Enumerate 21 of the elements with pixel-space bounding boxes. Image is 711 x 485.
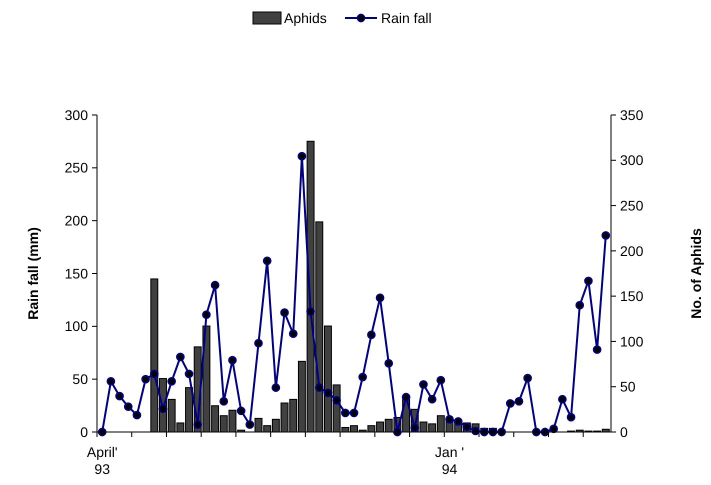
y2-tick-label: 100 — [620, 333, 644, 350]
y-tick-label: 150 — [64, 265, 88, 282]
x-tick-label: Jan ' 94 — [434, 444, 464, 477]
legend-label: Rain fall — [381, 10, 432, 26]
x-tick-label: April' 93 — [86, 444, 118, 477]
y-tick-label: 200 — [64, 212, 88, 229]
y2-tick-label: 350 — [620, 106, 644, 123]
y2-tick-label: 50 — [620, 378, 636, 395]
y2-tick-label: 250 — [620, 197, 644, 214]
y2-tick-label: 200 — [620, 242, 644, 259]
y2-tick-label: 150 — [620, 288, 644, 304]
y-tick-label: 100 — [64, 318, 88, 334]
legend-label: Aphids — [284, 10, 327, 26]
y2-axis-title: No. of Aphids — [688, 228, 704, 319]
y-axis-title: Rain fall (mm) — [25, 227, 41, 320]
y-tick-label: 250 — [64, 160, 88, 176]
y-tick-label: 0 — [80, 424, 88, 440]
y-tick-label: 300 — [64, 106, 88, 123]
y2-tick-label: 300 — [620, 152, 644, 168]
y-tick-label: 50 — [72, 371, 88, 388]
y2-tick-label: 0 — [620, 424, 628, 440]
